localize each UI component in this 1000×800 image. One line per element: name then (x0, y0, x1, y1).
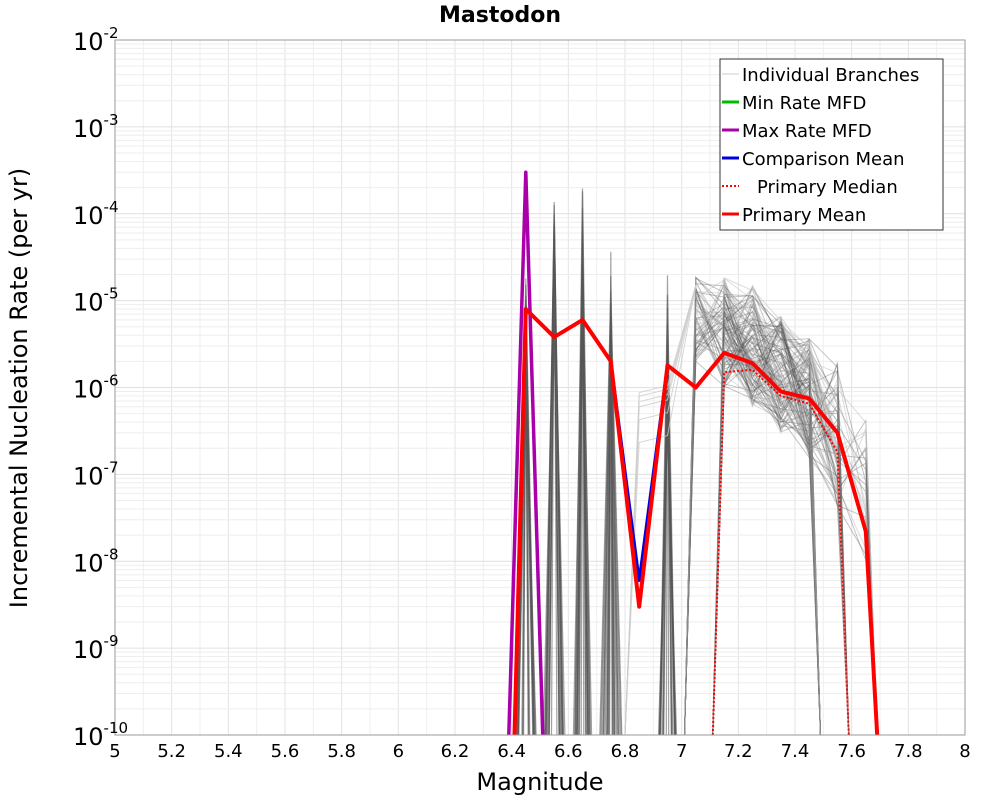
branch-line (684, 298, 878, 736)
x-tick-label: 6.2 (441, 741, 470, 762)
legend-label: Min Rate MFD (742, 93, 866, 114)
x-tick-label: 6.4 (497, 741, 526, 762)
x-tick-label: 7.2 (724, 741, 753, 762)
y-tick-label: 10-4 (73, 198, 119, 230)
branch-line (684, 315, 821, 736)
x-tick-labels: 5 5.2 5.4 5.6 5.8 6 6.2 6.4 6.6 6.8 7 7.2 7.4 7.6 7.8 8 (109, 741, 970, 762)
branch-line (684, 276, 850, 736)
branch-line (574, 233, 591, 736)
y-tick-label: 10-9 (73, 632, 119, 664)
branch-line (659, 343, 676, 736)
branch-line (684, 288, 878, 736)
branch-line (684, 310, 878, 736)
branch-line (712, 299, 850, 736)
legend-label: Individual Branches (742, 65, 919, 86)
x-tick-label: 6 (393, 741, 404, 762)
legend-label: Max Rate MFD (742, 121, 872, 142)
x-tick-label: 5.2 (157, 741, 186, 762)
branch-line (712, 312, 850, 736)
legend: Individual Branches Min Rate MFD Max Rate … (719, 58, 944, 231)
legend-box (719, 58, 944, 231)
series-line-primary-mean (512, 307, 880, 736)
branch-line (712, 310, 821, 736)
branch-line (684, 288, 850, 736)
branch-line (684, 303, 878, 736)
branch-line (684, 309, 850, 736)
branch-line (712, 293, 850, 736)
branch-line (684, 294, 878, 736)
branch-line (684, 301, 821, 736)
branch-line (518, 284, 534, 736)
chart-title: Mastodon (439, 3, 561, 28)
branch-line (712, 320, 850, 736)
branch-line (624, 285, 697, 736)
branch-line (684, 295, 878, 736)
branch-line (684, 300, 850, 736)
branch-line (712, 354, 878, 736)
y-tick-label: 10-6 (73, 372, 119, 404)
branch-line (684, 320, 850, 736)
y-tick-labels: 10-10 10-9 10-8 10-7 10-6 10-5 10-4 10-3 10-2 (73, 24, 128, 751)
branch-line (684, 282, 850, 736)
x-tick-label: 7.6 (837, 741, 866, 762)
x-tick-label: 8 (959, 741, 970, 762)
branch-line (606, 339, 615, 736)
y-tick-label: 10-7 (73, 458, 119, 490)
legend-label: Primary Median (757, 177, 898, 198)
branch-line (712, 360, 878, 736)
branch-line (712, 277, 878, 736)
branch-line (684, 287, 878, 736)
branch-line (521, 305, 531, 736)
branch-line (545, 227, 563, 736)
x-tick-label: 5.8 (327, 741, 356, 762)
y-tick-label: 10-5 (73, 285, 119, 317)
branch-line (684, 320, 878, 736)
series-lines (507, 170, 880, 736)
branch-line (547, 319, 562, 736)
plot-frame (114, 39, 966, 736)
y-axis-label: Incremental Nucleation Rate (per yr) (5, 168, 33, 608)
series-line-primary-median (711, 368, 850, 736)
y-tick-label: 10-2 (73, 24, 119, 56)
legend-label: Primary Mean (742, 205, 866, 226)
branch-line (578, 268, 587, 736)
y-tick-label: 10-8 (73, 545, 119, 577)
branch-line (684, 333, 878, 736)
branch-line (712, 310, 878, 736)
y-tick-label: 10-10 (73, 719, 128, 751)
x-tick-label: 7.8 (894, 741, 923, 762)
x-axis-label: Magnitude (476, 768, 603, 796)
y-tick-label: 10-3 (73, 111, 119, 143)
branch-line (684, 295, 850, 736)
legend-label: Comparison Mean (742, 149, 905, 170)
x-tick-label: 5 (109, 741, 120, 762)
x-tick-label: 5.4 (214, 741, 243, 762)
branch-line (684, 324, 850, 736)
branch-line (608, 251, 614, 736)
branch-line (604, 339, 618, 736)
x-tick-label: 6.8 (611, 741, 640, 762)
branch-line (548, 250, 560, 736)
x-tick-label: 5.6 (271, 741, 300, 762)
x-tick-label: 7.4 (781, 741, 810, 762)
series-line-max-rate-mfd (507, 170, 545, 736)
grid (114, 40, 966, 736)
x-tick-label: 7 (676, 741, 687, 762)
branch-line (624, 285, 697, 736)
branch-line (712, 340, 821, 736)
x-tick-label: 6.6 (554, 741, 583, 762)
